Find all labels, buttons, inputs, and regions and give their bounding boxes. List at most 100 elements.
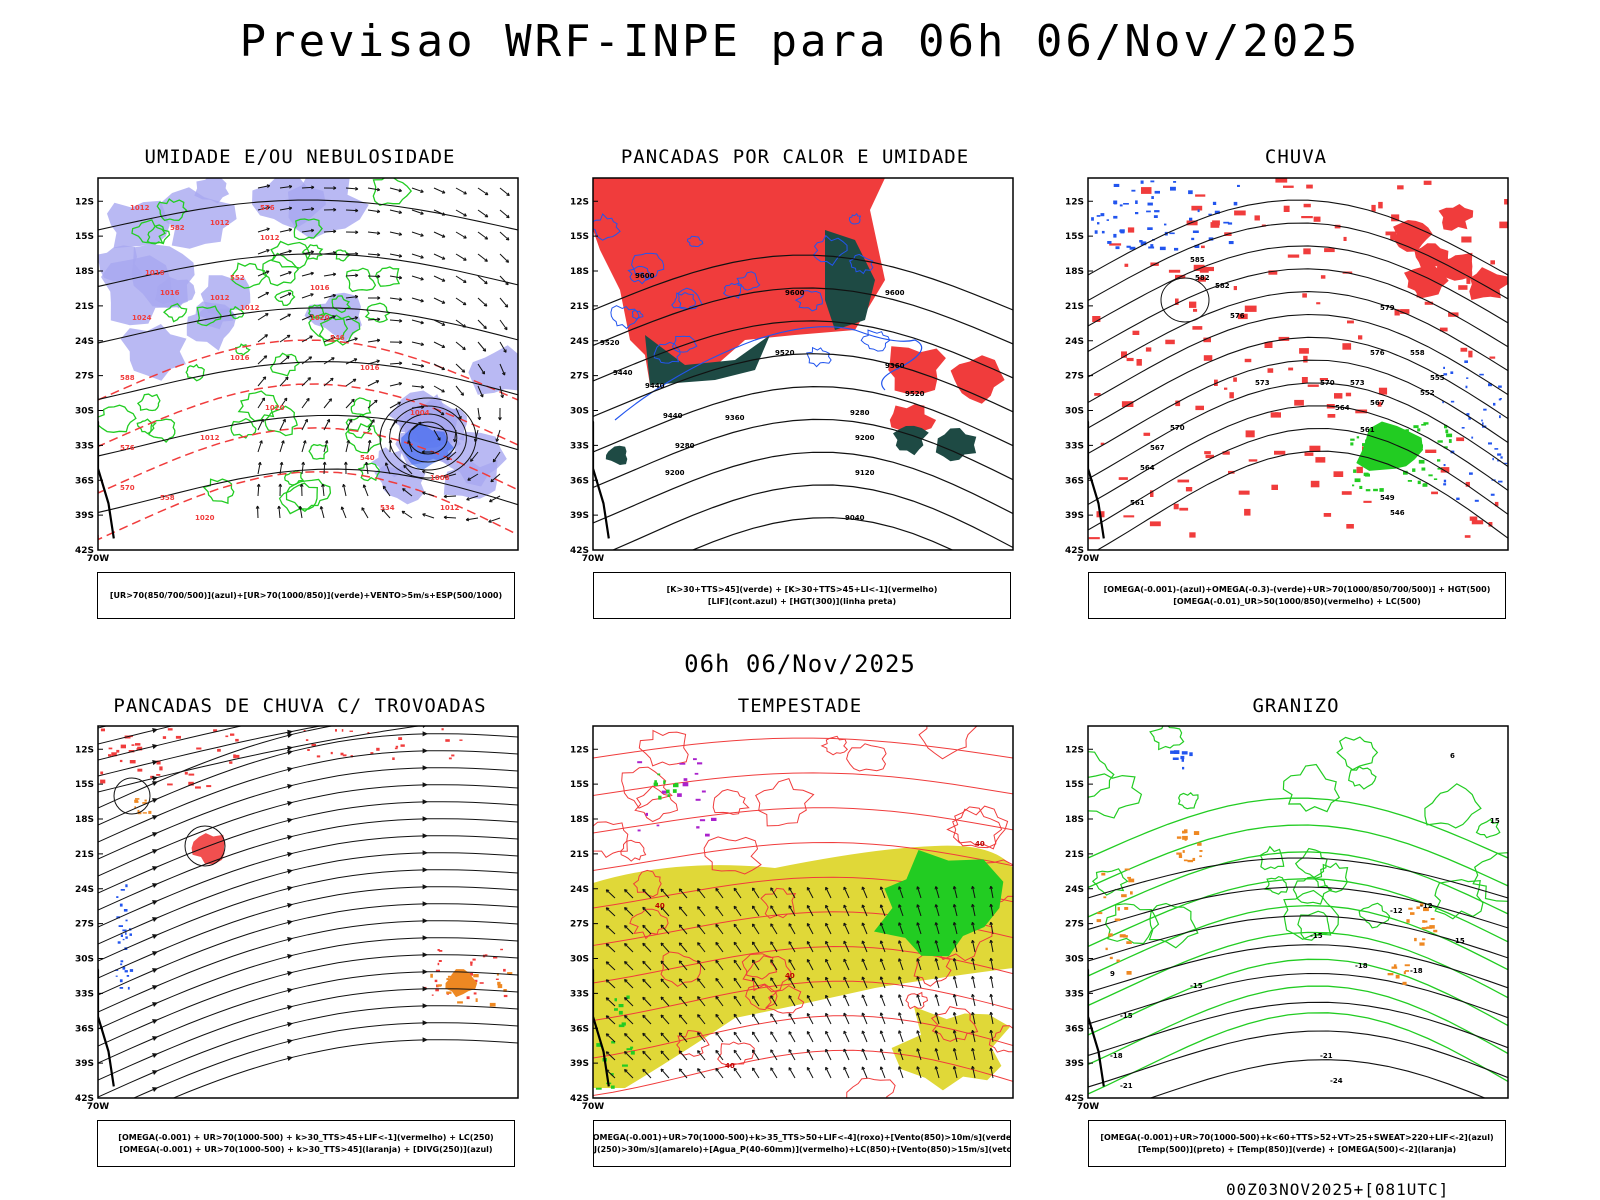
wind-vector (499, 319, 508, 331)
rain-area (1126, 357, 1134, 362)
wind-vector (642, 1068, 652, 1079)
pressure-isobar (98, 199, 518, 231)
hgt500-contour (1088, 199, 1508, 276)
omega-blue (1466, 377, 1469, 379)
wind850-green (618, 1004, 624, 1008)
wind-vector (420, 233, 424, 237)
wind-vector (843, 1012, 847, 1017)
wind-vector (934, 886, 939, 890)
wind-vector (605, 1069, 616, 1079)
streamline (287, 1021, 293, 1028)
divergence-blue (118, 925, 123, 927)
omega500-orange (1414, 937, 1417, 942)
humidity-contour (345, 267, 377, 293)
contour-label: 15 (1490, 817, 1500, 825)
contour-label: 9280 (675, 442, 695, 450)
wind-vector (971, 903, 975, 908)
streamline (98, 852, 518, 945)
omega500-orange (1130, 891, 1133, 895)
wind-vector (260, 418, 264, 423)
thunderstorm-orange (489, 1002, 496, 1007)
contour-label: 564 (1140, 464, 1155, 472)
rain-area (1302, 293, 1307, 298)
wind850-green (653, 782, 658, 786)
wind-vector (376, 187, 381, 192)
thunderstorm-orange (134, 799, 138, 802)
lat-tick-label: 24S (75, 885, 94, 895)
wind-vector (733, 977, 742, 989)
wind-vector (642, 1050, 652, 1061)
wind-vector (825, 923, 832, 935)
contour-label: 546 (1390, 509, 1405, 517)
wind-vector (989, 1029, 994, 1034)
hgt500-contour (1088, 382, 1508, 480)
omega-green (1413, 425, 1419, 429)
wind-vector (990, 1030, 994, 1043)
wind-vector (367, 318, 381, 321)
streamline (287, 718, 293, 719)
wind-vector (624, 889, 634, 899)
wind-vector (880, 886, 886, 899)
lon-tick-label: 70W (87, 554, 110, 564)
lif-contour (849, 253, 874, 275)
humidity-contour (148, 418, 176, 444)
rain-area (1488, 522, 1493, 527)
wind-vector (279, 334, 291, 343)
rain-area (1264, 342, 1273, 348)
wind-vector (287, 292, 292, 296)
streamline (422, 935, 428, 941)
wind-vector (605, 1015, 616, 1025)
wind-vector (715, 887, 719, 892)
wind-vector (843, 958, 850, 971)
wind-vector (752, 941, 760, 953)
legend-line: [OMEGA(-0.01)_UR>50(1000/850)(vermelho) … (1173, 596, 1421, 606)
wind-vector (346, 439, 351, 444)
wind-vector (697, 996, 701, 1000)
omega-blue (1483, 408, 1487, 411)
thunderstorm-red (376, 747, 380, 751)
thunderstorm-orange (503, 989, 507, 992)
wind-vector (678, 978, 683, 982)
humidity-contour (196, 305, 222, 327)
rain-area (1460, 347, 1468, 352)
wind-vector (953, 1030, 958, 1043)
streamline (422, 1020, 428, 1026)
wind-vector (861, 1012, 868, 1025)
thunderstorm-red (108, 747, 113, 750)
contour-label: 9200 (665, 469, 685, 477)
wind-vector (462, 324, 467, 328)
omega500-orange (1419, 942, 1425, 946)
thickness-contour (98, 427, 518, 494)
wind-vector (678, 1068, 688, 1079)
thunderstorm-red (469, 972, 473, 976)
wind-vector (715, 905, 719, 910)
wind-vector (678, 888, 683, 892)
omega500-orange (1199, 855, 1202, 858)
omega-blue (1139, 240, 1143, 243)
lat-tick-label: 15S (570, 232, 589, 242)
legend-chuva: [OMEGA(-0.001)-(azul)+OMEGA(-0.3)-(verde… (1088, 572, 1506, 619)
contour-label: 570 (120, 484, 135, 492)
map-panel-granizo: -12-12-15-15-18-18-15-18-21-21-241515691… (1065, 725, 1509, 1112)
wind-vector (443, 495, 457, 498)
wind-vector (678, 924, 683, 928)
contour-label: 534 (380, 504, 395, 512)
omega-blue (1498, 385, 1502, 388)
wind-vector (990, 976, 994, 989)
wind-vector (879, 922, 884, 926)
wind-vector (990, 904, 994, 917)
thunderstorm-orange (451, 981, 454, 984)
storm-purple (683, 778, 688, 781)
wind-vector (411, 385, 424, 388)
wind-vector (788, 923, 796, 935)
wind-vector (697, 978, 701, 982)
wind-vector (898, 1012, 904, 1025)
precip-water-contour (632, 869, 662, 898)
omega-green (1403, 470, 1408, 475)
humidity-area (159, 187, 237, 249)
rain-area (1346, 524, 1354, 529)
lat-tick-label: 18S (75, 815, 94, 825)
wind-vector (444, 473, 457, 478)
wind-vector (825, 976, 829, 981)
wind-vector (462, 301, 467, 306)
